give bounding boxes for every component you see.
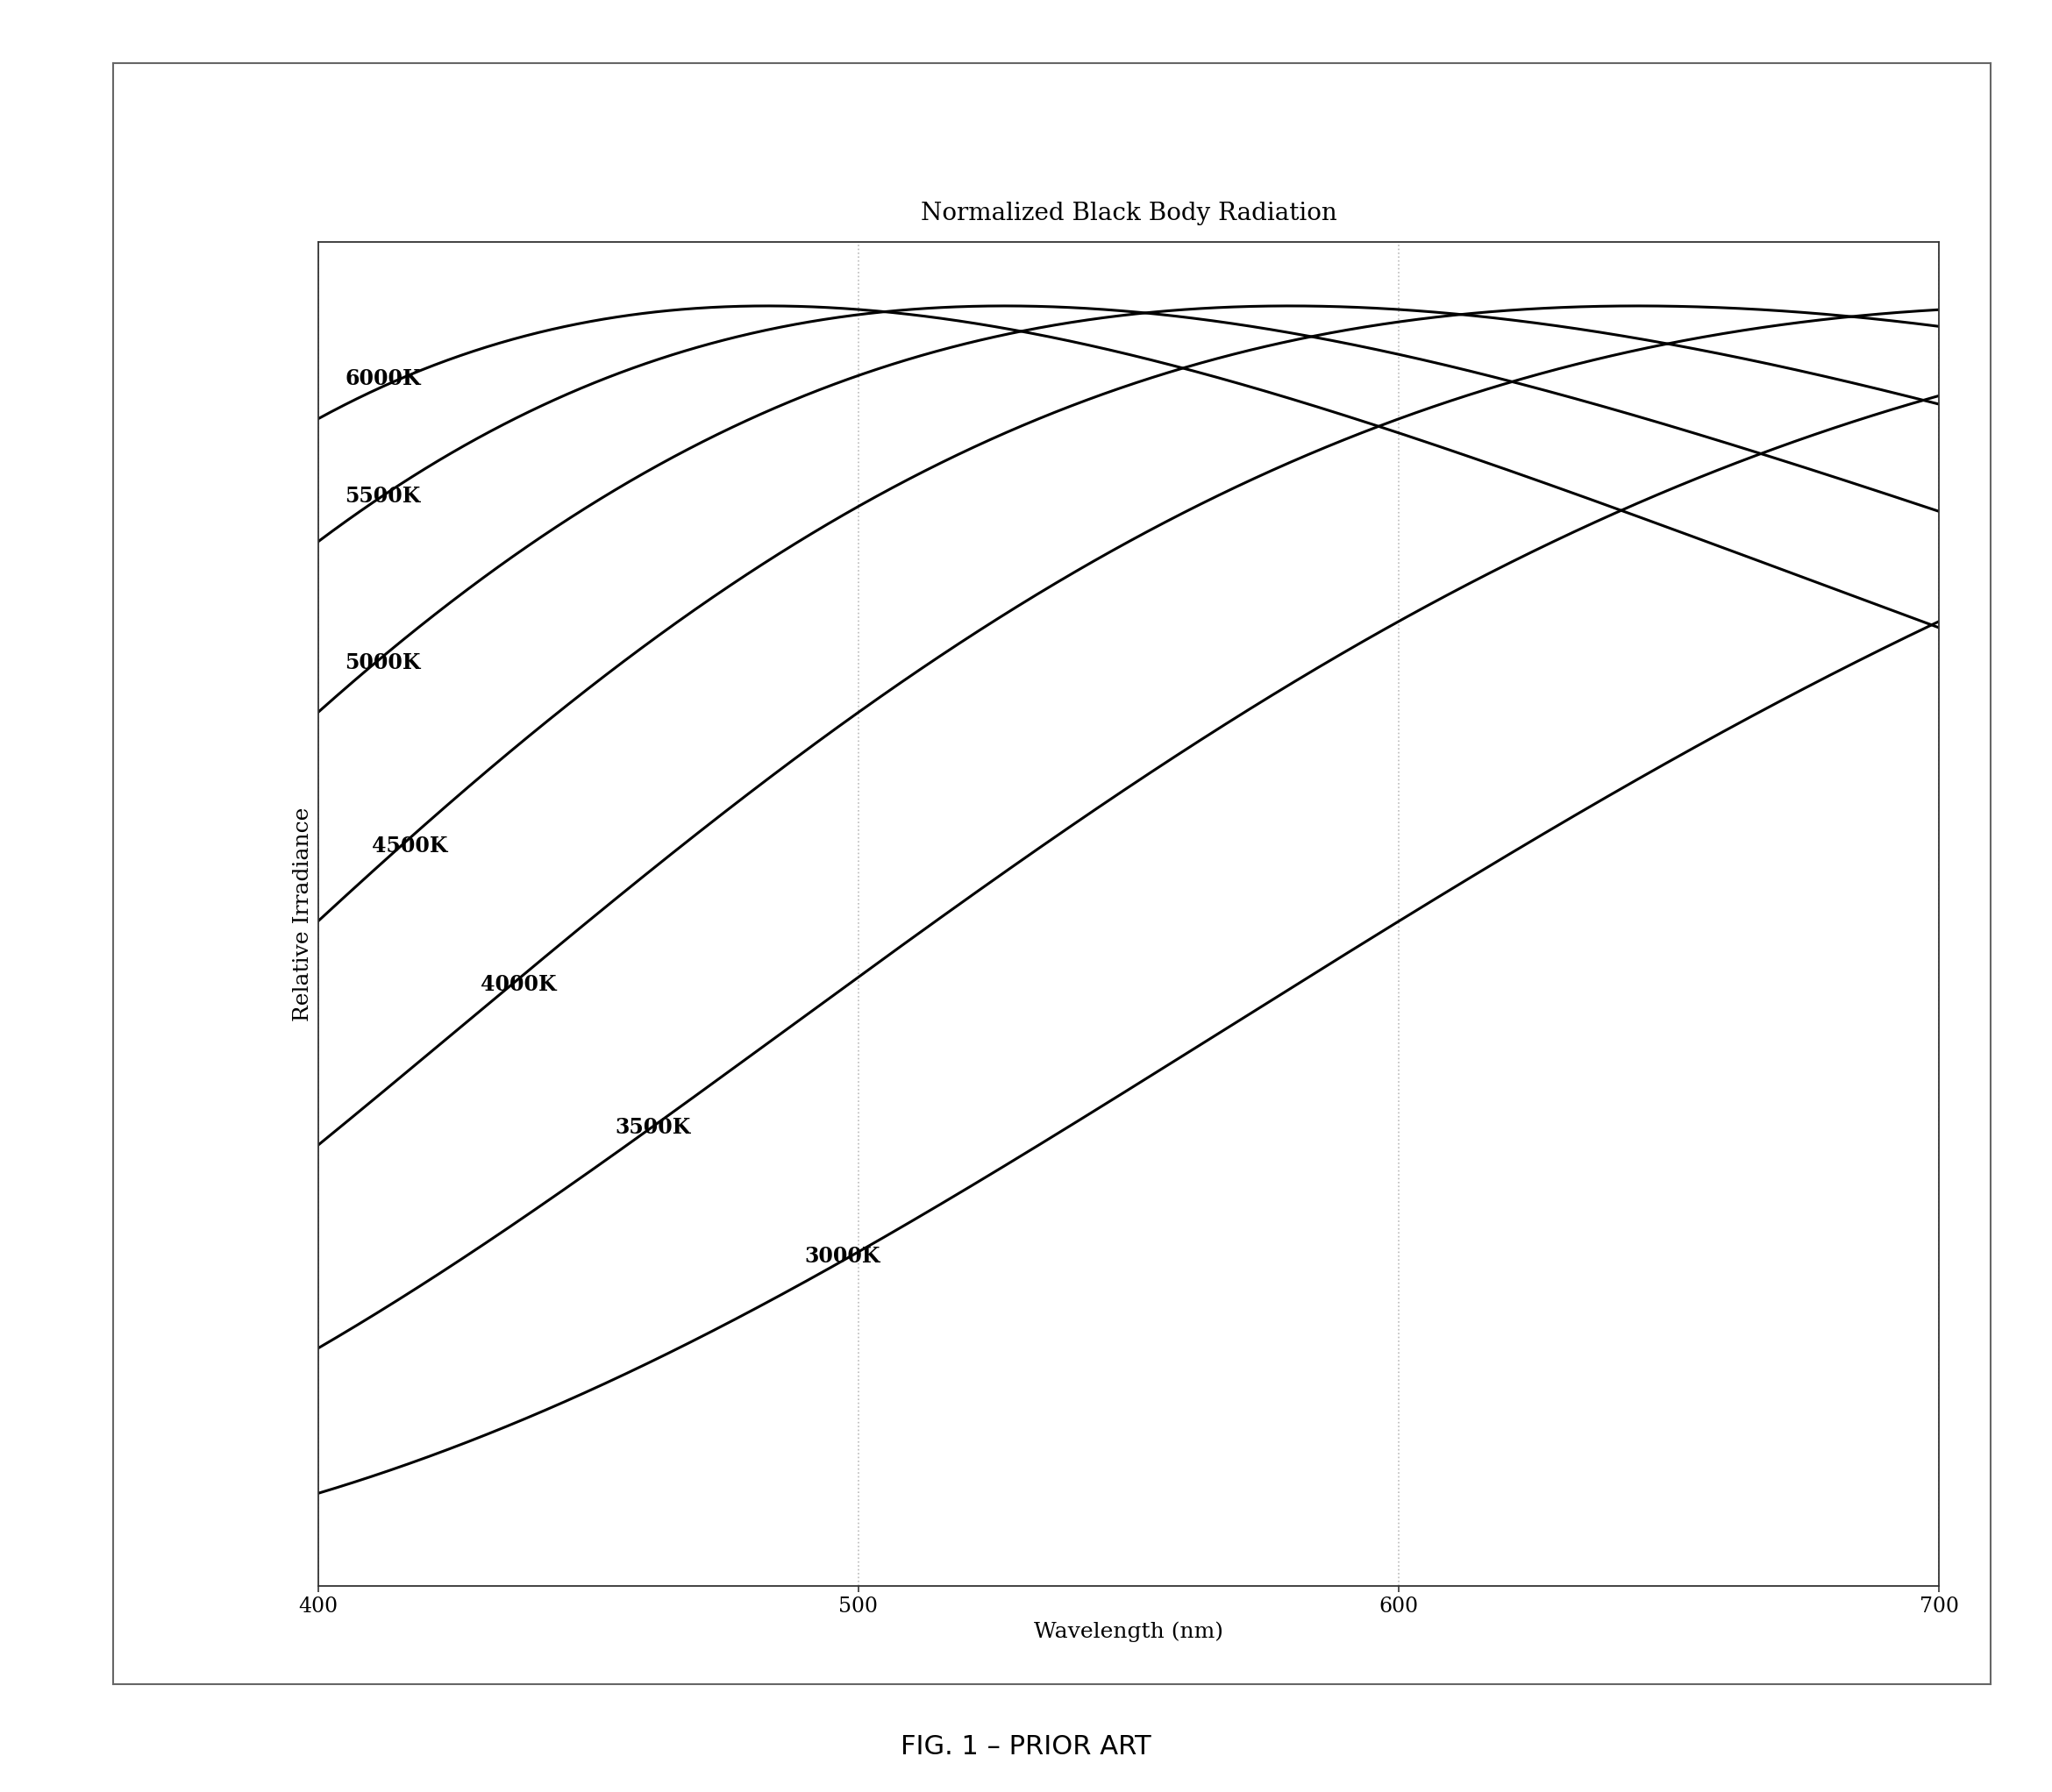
Y-axis label: Relative Irradiance: Relative Irradiance	[293, 806, 314, 1021]
Text: 5000K: 5000K	[345, 652, 421, 674]
Text: 6000K: 6000K	[345, 367, 421, 389]
Text: 3500K: 3500K	[616, 1116, 692, 1138]
Text: FIG. 1 – PRIOR ART: FIG. 1 – PRIOR ART	[901, 1735, 1151, 1760]
Text: 3000K: 3000K	[804, 1245, 880, 1267]
Text: 4000K: 4000K	[480, 975, 556, 995]
Text: 4500K: 4500K	[371, 835, 447, 857]
Text: 5500K: 5500K	[345, 486, 421, 507]
X-axis label: Wavelength (nm): Wavelength (nm)	[1034, 1622, 1223, 1641]
Title: Normalized Black Body Radiation: Normalized Black Body Radiation	[921, 201, 1336, 226]
